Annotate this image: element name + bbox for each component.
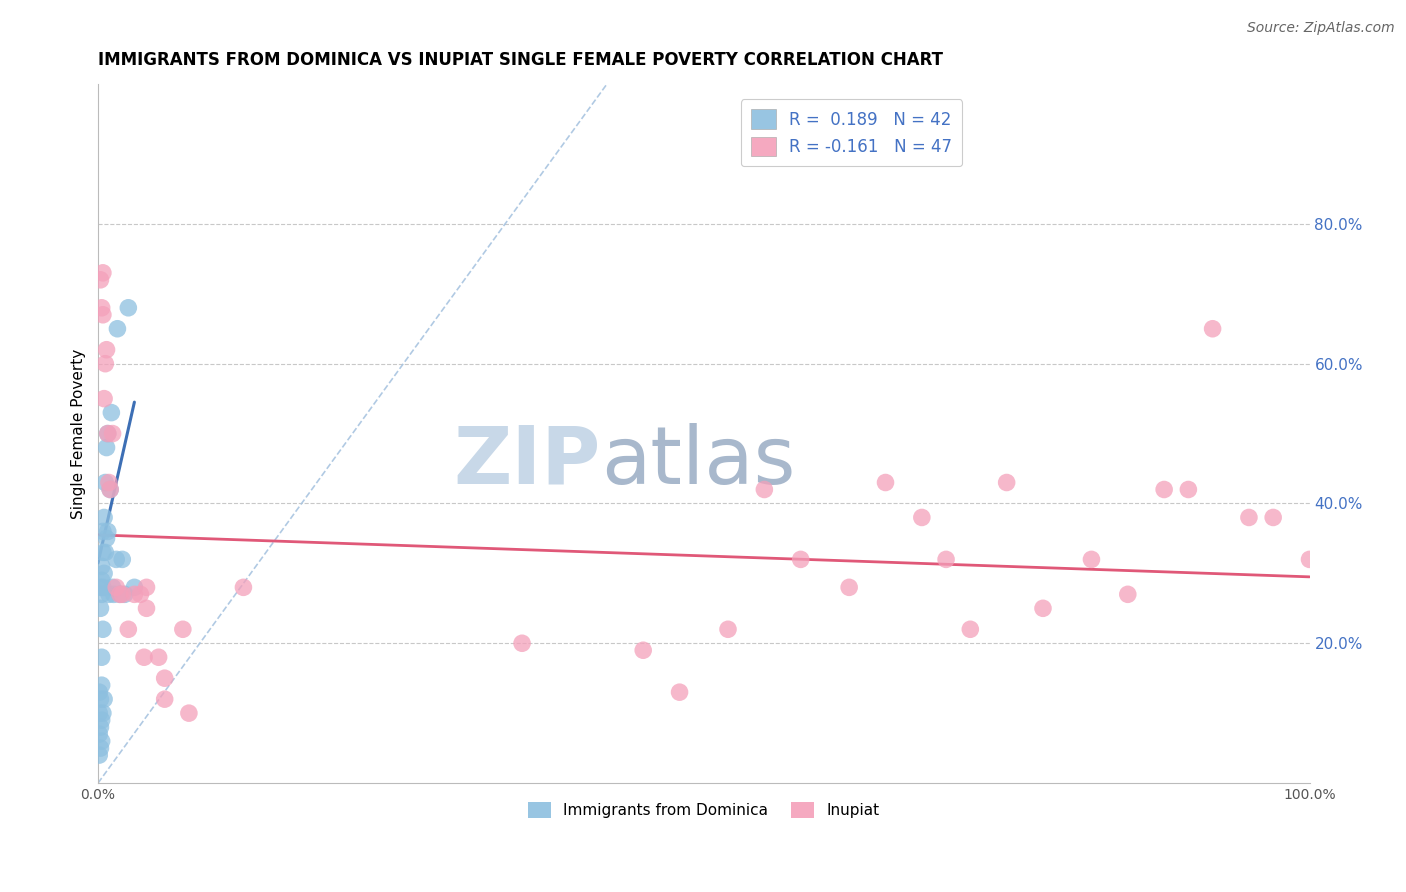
Point [90, 587, 112, 601]
Point [838, 580, 860, 594]
Point [89, 748, 111, 763]
Point [631, 643, 654, 657]
Point [148, 650, 170, 665]
Point [90, 678, 112, 692]
Point [1177, 483, 1199, 497]
Point [1201, 322, 1223, 336]
Point [89, 720, 111, 734]
Point [129, 587, 152, 601]
Point [124, 580, 146, 594]
Point [94, 357, 117, 371]
Point [93, 510, 115, 524]
Point [90, 574, 112, 588]
Point [97, 524, 120, 539]
Point [105, 552, 128, 566]
Point [89, 273, 111, 287]
Point [1032, 601, 1054, 615]
Point [97, 475, 120, 490]
Point [100, 406, 122, 420]
Point [668, 685, 690, 699]
Point [132, 650, 155, 665]
Point [153, 671, 176, 685]
Point [96, 441, 118, 455]
Point [103, 587, 125, 601]
Point [1116, 587, 1139, 601]
Point [1298, 552, 1320, 566]
Point [135, 601, 157, 615]
Point [96, 343, 118, 357]
Point [177, 706, 200, 720]
Point [232, 580, 254, 594]
Point [789, 552, 811, 566]
Point [111, 552, 134, 566]
Point [995, 475, 1018, 490]
Point [98, 483, 121, 497]
Point [107, 322, 129, 336]
Point [153, 692, 176, 706]
Point [90, 650, 112, 665]
Point [94, 475, 117, 490]
Point [89, 685, 111, 699]
Point [97, 426, 120, 441]
Point [91, 622, 114, 636]
Point [91, 706, 114, 720]
Point [510, 636, 533, 650]
Point [135, 580, 157, 594]
Point [717, 622, 740, 636]
Point [91, 308, 114, 322]
Legend: Immigrants from Dominica, Inupiat: Immigrants from Dominica, Inupiat [522, 797, 886, 824]
Text: Source: ZipAtlas.com: Source: ZipAtlas.com [1247, 21, 1395, 35]
Point [89, 727, 111, 741]
Point [117, 622, 139, 636]
Point [754, 483, 776, 497]
Point [105, 580, 128, 594]
Point [98, 483, 121, 497]
Point [89, 580, 111, 594]
Point [875, 475, 897, 490]
Point [108, 587, 131, 601]
Point [97, 426, 120, 441]
Point [91, 524, 114, 539]
Point [172, 622, 194, 636]
Point [91, 545, 114, 559]
Point [959, 622, 981, 636]
Point [114, 587, 136, 601]
Point [90, 734, 112, 748]
Point [1080, 552, 1102, 566]
Point [90, 713, 112, 727]
Point [91, 580, 114, 594]
Y-axis label: Single Female Poverty: Single Female Poverty [72, 349, 86, 519]
Point [101, 426, 124, 441]
Point [101, 580, 124, 594]
Point [108, 587, 131, 601]
Point [89, 692, 111, 706]
Point [89, 741, 111, 756]
Point [91, 266, 114, 280]
Text: ZIP: ZIP [454, 423, 600, 500]
Point [97, 587, 120, 601]
Point [1153, 483, 1175, 497]
Point [93, 566, 115, 581]
Point [124, 587, 146, 601]
Point [117, 301, 139, 315]
Point [90, 559, 112, 574]
Point [90, 301, 112, 315]
Point [94, 545, 117, 559]
Point [1263, 510, 1285, 524]
Text: IMMIGRANTS FROM DOMINICA VS INUPIAT SINGLE FEMALE POVERTY CORRELATION CHART: IMMIGRANTS FROM DOMINICA VS INUPIAT SING… [98, 51, 943, 69]
Point [96, 532, 118, 546]
Text: atlas: atlas [600, 423, 796, 500]
Point [1237, 510, 1260, 524]
Point [93, 392, 115, 406]
Point [935, 552, 957, 566]
Point [89, 601, 111, 615]
Point [111, 587, 134, 601]
Point [93, 692, 115, 706]
Point [89, 706, 111, 720]
Point [911, 510, 934, 524]
